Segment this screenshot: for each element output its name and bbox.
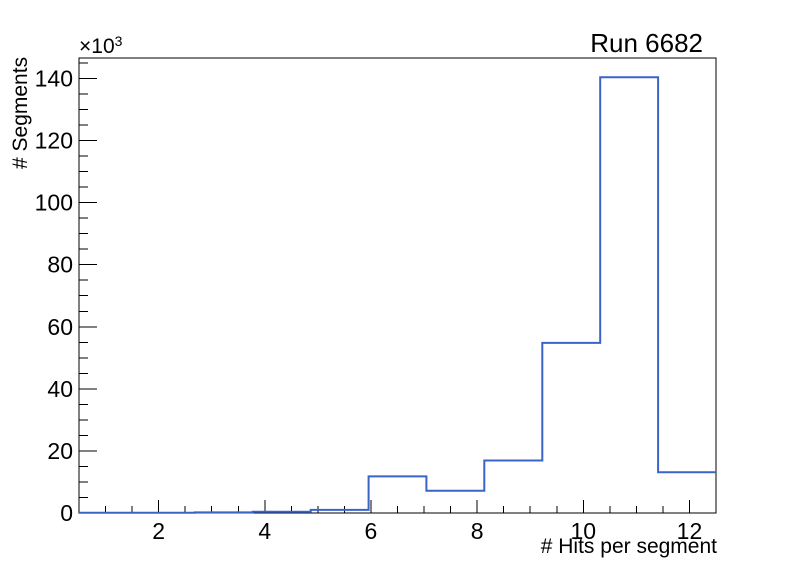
y-tick-label: 40 — [47, 376, 73, 402]
y-axis-title: # Segments — [9, 56, 32, 169]
y-tick-label: 120 — [35, 128, 73, 154]
x-tick-label: 12 — [677, 518, 703, 544]
y-tick-label: 140 — [35, 65, 73, 91]
x-tick-label: 6 — [365, 518, 378, 544]
x-tick-label: 8 — [471, 518, 484, 544]
x-tick-label: 10 — [570, 518, 596, 544]
y-axis-multiplier-exponent: 3 — [114, 33, 123, 49]
y-tick-label: 0 — [60, 500, 73, 526]
x-axis-title: # Hits per segment — [540, 535, 717, 558]
histogram-line — [79, 76, 716, 514]
x-tick-label: 4 — [258, 518, 271, 544]
plot-frame — [78, 57, 717, 514]
y-tick-label: 60 — [47, 314, 73, 340]
y-tick-label: 80 — [47, 252, 73, 278]
plot-title: Run 6682 — [590, 28, 703, 58]
y-axis-multiplier-base: ×10 — [79, 35, 115, 58]
y-axis-multiplier: ×103 — [79, 34, 122, 57]
y-tick-label: 20 — [47, 438, 73, 464]
y-tick-label: 100 — [35, 190, 73, 216]
x-tick-label: 2 — [152, 518, 165, 544]
